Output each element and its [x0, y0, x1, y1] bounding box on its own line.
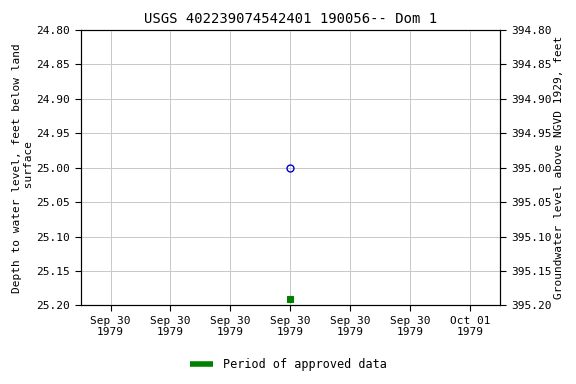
Title: USGS 402239074542401 190056-- Dom 1: USGS 402239074542401 190056-- Dom 1: [144, 12, 437, 26]
Y-axis label: Depth to water level, feet below land
 surface: Depth to water level, feet below land su…: [12, 43, 33, 293]
Legend: Period of approved data: Period of approved data: [185, 354, 391, 376]
Y-axis label: Groundwater level above NGVD 1929, feet: Groundwater level above NGVD 1929, feet: [554, 36, 564, 299]
